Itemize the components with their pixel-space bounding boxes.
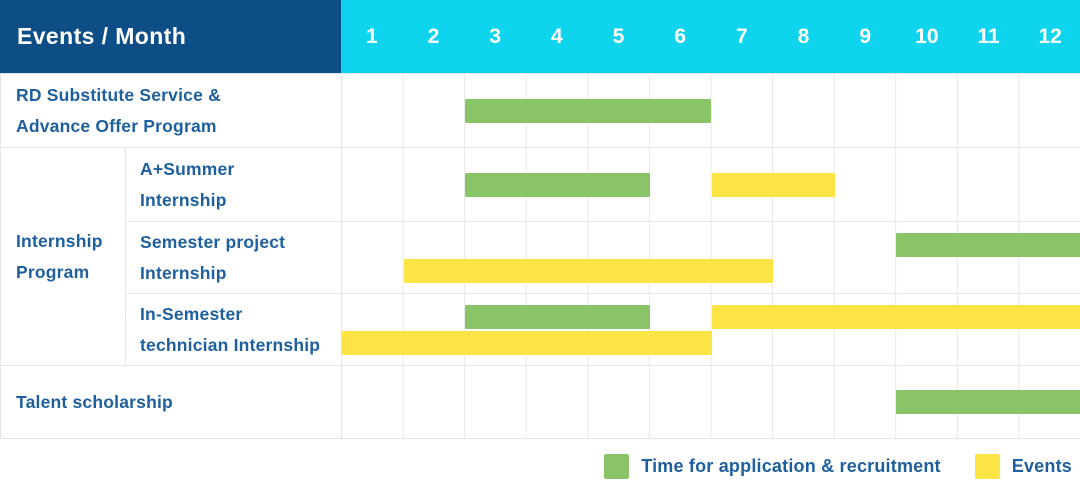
group-label-internship-program: Internship Program	[1, 147, 125, 365]
green-gantt-bar	[465, 172, 650, 197]
gantt-bar-line	[342, 172, 1080, 197]
row-label-line: Internship	[140, 189, 227, 210]
events-month-table: Events / Month 1 2 3 4 5 6 7 8 9 10 11 1…	[0, 0, 1080, 439]
row-label-a-plus-summer: A+Summer Internship	[125, 147, 341, 221]
month-header-row: 1 2 3 4 5 6 7 8 9 10 11 12	[341, 0, 1080, 73]
month-header-2: 2	[427, 24, 440, 48]
green-gantt-bar	[465, 98, 712, 123]
month-header-7: 7	[735, 24, 748, 48]
legend-label-application: Time for application & recruitment	[641, 456, 941, 476]
yellow-gantt-bar	[711, 172, 835, 197]
row-label-in-semester: In-Semester technician Internship	[125, 293, 341, 365]
row-label-line: A+Summer	[140, 158, 235, 179]
gantt-track-talent-scholarship	[341, 365, 1080, 438]
row-label-line: Talent scholarship	[16, 391, 173, 412]
row-label-line: In-Semester	[140, 303, 243, 324]
month-header-5: 5	[612, 24, 625, 48]
gantt-track-in-semester	[341, 293, 1080, 365]
gantt-bar-line	[342, 98, 1080, 123]
month-header-8: 8	[797, 24, 810, 48]
yellow-gantt-bar	[342, 330, 712, 355]
row-label-talent-scholarship: Talent scholarship	[1, 365, 341, 438]
legend-label-events: Events	[1011, 456, 1072, 476]
green-gantt-bar	[896, 390, 1080, 414]
gantt-bar-line	[342, 232, 1080, 257]
gantt-bar-line	[342, 390, 1080, 414]
row-label-rd-substitute: RD Substitute Service & Advance Offer Pr…	[1, 73, 341, 147]
legend: Time for application & recruitment Event…	[0, 439, 1080, 494]
month-header-12: 12	[1038, 24, 1062, 48]
gantt-bar-line	[342, 258, 1080, 283]
table-header-events-month: Events / Month	[0, 0, 341, 73]
group-label-line: Internship	[16, 230, 103, 251]
green-gantt-bar	[896, 232, 1080, 257]
gantt-bar-line	[342, 304, 1080, 329]
month-header-4: 4	[550, 24, 563, 48]
yellow-gantt-bar	[711, 304, 1080, 329]
row-label-line: Internship	[140, 262, 227, 283]
month-header-6: 6	[674, 24, 686, 48]
yellow-gantt-bar	[403, 258, 774, 283]
legend-swatch-green	[604, 454, 630, 479]
gantt-bar-line	[342, 330, 1080, 355]
legend-swatch-yellow	[974, 454, 1000, 479]
gantt-track-rd-substitute	[341, 73, 1080, 147]
group-label-line: Program	[16, 261, 90, 282]
month-header-10: 10	[915, 24, 939, 48]
gantt-track-semester-project	[341, 221, 1080, 293]
month-header-3: 3	[489, 24, 501, 48]
row-label-line: technician Internship	[140, 334, 321, 355]
gantt-track-a-plus-summer	[341, 147, 1080, 221]
row-label-line: Advance Offer Program	[16, 115, 217, 136]
row-label-semester-project: Semester project Internship	[125, 221, 341, 293]
month-header-11: 11	[977, 24, 1000, 48]
green-gantt-bar	[465, 304, 650, 329]
month-header-1: 1	[365, 24, 378, 48]
month-header-9: 9	[859, 24, 871, 48]
table-title: Events / Month	[17, 23, 187, 49]
row-label-line: RD Substitute Service &	[16, 84, 221, 105]
row-label-line: Semester project	[140, 231, 286, 252]
